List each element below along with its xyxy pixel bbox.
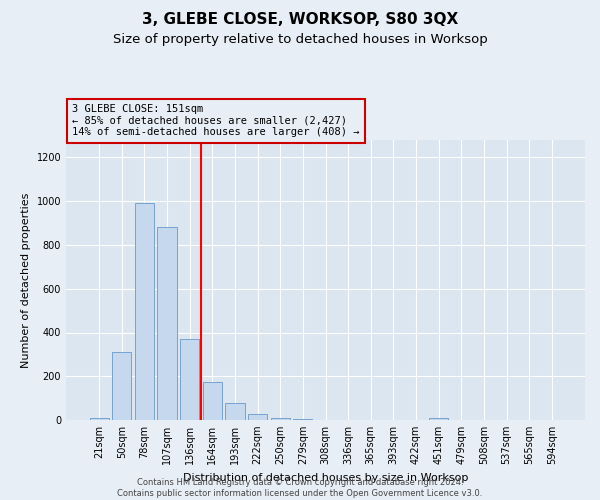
Bar — [157, 228, 177, 420]
Bar — [226, 402, 245, 420]
Text: 3, GLEBE CLOSE, WORKSOP, S80 3QX: 3, GLEBE CLOSE, WORKSOP, S80 3QX — [142, 12, 458, 28]
Bar — [203, 382, 222, 420]
Bar — [429, 418, 448, 420]
Text: Size of property relative to detached houses in Worksop: Size of property relative to detached ho… — [113, 32, 487, 46]
Text: Contains HM Land Registry data © Crown copyright and database right 2024.
Contai: Contains HM Land Registry data © Crown c… — [118, 478, 482, 498]
Bar — [135, 204, 154, 420]
Bar — [89, 418, 109, 420]
Y-axis label: Number of detached properties: Number of detached properties — [21, 192, 31, 368]
X-axis label: Distribution of detached houses by size in Worksop: Distribution of detached houses by size … — [183, 472, 468, 482]
Text: 3 GLEBE CLOSE: 151sqm
← 85% of detached houses are smaller (2,427)
14% of semi-d: 3 GLEBE CLOSE: 151sqm ← 85% of detached … — [72, 104, 359, 138]
Bar — [271, 418, 290, 420]
Bar — [180, 339, 199, 420]
Bar — [112, 352, 131, 420]
Bar — [248, 414, 267, 420]
